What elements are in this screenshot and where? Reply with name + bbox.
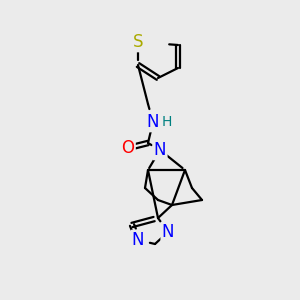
- Text: N: N: [154, 141, 166, 159]
- Text: N: N: [132, 231, 144, 249]
- Text: S: S: [133, 33, 143, 51]
- Text: H: H: [162, 115, 172, 129]
- Text: N: N: [147, 113, 159, 131]
- Text: O: O: [122, 139, 134, 157]
- Text: N: N: [162, 223, 174, 241]
